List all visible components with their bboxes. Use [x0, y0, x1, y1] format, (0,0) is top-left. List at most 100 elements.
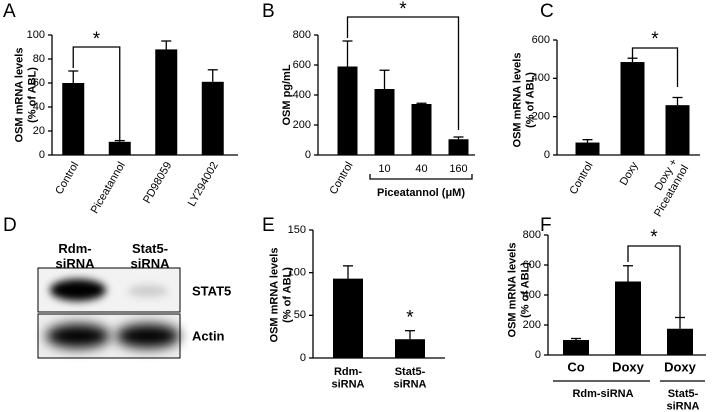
y-tick-label: 0	[305, 149, 311, 161]
y-tick-label: 80	[33, 53, 45, 65]
error-bar	[582, 139, 593, 143]
error-bar	[416, 102, 427, 104]
bar	[62, 83, 85, 155]
panel-letter: A	[3, 1, 16, 22]
error-bar	[675, 316, 685, 329]
row-label: STAT5	[192, 283, 231, 298]
bar	[201, 81, 224, 155]
panel-letter: E	[262, 215, 275, 236]
blot-band	[50, 279, 106, 301]
group-label: Stat5-siRNA	[666, 388, 699, 412]
bar	[620, 62, 645, 155]
bar	[411, 104, 432, 155]
significance-star: *	[399, 0, 407, 20]
bar	[575, 142, 600, 155]
y-axis-label: OSM mRNA levels(% of ABL)	[269, 248, 294, 343]
blot-band	[128, 285, 168, 297]
bar	[448, 139, 469, 155]
error-bar	[627, 57, 638, 63]
significance-bracket	[631, 47, 679, 87]
bar	[667, 328, 693, 355]
panel-letter: C	[540, 1, 554, 22]
x-tick-label: Rdm-siRNA	[331, 366, 364, 391]
error-bar	[68, 70, 79, 83]
panel-letter: D	[3, 215, 17, 236]
y-axis-label: OSM mRNA levels(% of ABL)	[14, 48, 39, 143]
lane-label: Rdm-siRNA	[55, 241, 95, 271]
bar	[374, 89, 395, 155]
x-tick-label: PD98059	[141, 160, 174, 206]
x-tick-label: 40	[415, 163, 427, 175]
error-bar	[405, 330, 415, 340]
x-tick-label: 10	[378, 163, 390, 175]
error-bar	[623, 265, 633, 282]
y-tick-label: 200	[523, 319, 541, 331]
y-tick-label: 20	[33, 125, 45, 137]
y-tick-label: 400	[523, 289, 541, 301]
error-bar	[379, 69, 390, 89]
y-tick-label: 600	[532, 34, 550, 46]
y-tick-label: 400	[532, 72, 550, 84]
bar	[665, 105, 690, 155]
error-bar	[342, 40, 353, 67]
x-tick-label: Doxy +Piceatannol	[641, 157, 691, 219]
y-tick-label: 200	[532, 111, 550, 123]
y-axis-label: OSM mRNA levels(% of ABL)	[512, 53, 537, 148]
lane-label: Stat5-siRNA	[130, 241, 170, 271]
bar	[108, 141, 131, 155]
x-tick-label: 160	[449, 163, 467, 175]
significance-bracket	[72, 46, 121, 140]
significance-star: *	[651, 29, 659, 50]
error-bar	[571, 337, 581, 340]
y-axis-label: OSM mRNA levels(% of ABL)	[507, 243, 532, 338]
x-tick-label: Control	[327, 160, 355, 197]
y-tick-label: 800	[523, 229, 541, 241]
bar	[615, 281, 641, 355]
error-bar	[453, 136, 464, 140]
row-label: Actin	[192, 328, 225, 343]
x-tick-label: Control	[53, 160, 81, 197]
y-tick-label: 0	[535, 349, 541, 361]
x-tick-label: Stat5-siRNA	[393, 366, 426, 391]
significance-star: *	[650, 227, 658, 248]
bar	[155, 49, 178, 155]
group-label: Piceatannol (μM)	[377, 187, 465, 199]
y-tick-label: 200	[293, 119, 311, 131]
x-tick-label: Control	[567, 160, 595, 197]
x-tick-label: Doxy	[612, 359, 645, 374]
group-bracket	[369, 174, 473, 180]
y-axis-label: OSM pg/mL	[281, 64, 293, 125]
x-tick-label: Doxy	[618, 160, 641, 188]
x-tick-label: LY294002	[186, 160, 221, 209]
error-bar	[672, 96, 683, 106]
y-tick-label: 0	[39, 149, 45, 161]
bar	[563, 340, 589, 355]
y-tick-label: 50	[294, 309, 306, 321]
y-tick-label: 0	[544, 149, 550, 161]
panel-letter: F	[540, 215, 552, 236]
bar	[333, 278, 363, 358]
x-tick-label: Piceatannol	[89, 160, 128, 216]
x-tick-label: Co	[567, 359, 584, 374]
x-tick-label: Doxy	[664, 359, 697, 374]
y-tick-label: 150	[288, 224, 306, 236]
bar	[337, 66, 358, 155]
bar	[395, 339, 425, 358]
y-tick-label: 0	[300, 352, 306, 364]
y-tick-label: 60	[33, 77, 45, 89]
y-tick-label: 600	[523, 259, 541, 271]
panel-letter: B	[262, 1, 275, 22]
y-tick-label: 800	[293, 29, 311, 41]
blot-band	[116, 324, 180, 348]
error-bar	[114, 139, 125, 142]
y-tick-label: 100	[288, 267, 306, 279]
blot-panel: D Rdm-siRNA Stat5-siRNA STAT5 Actin	[3, 215, 231, 359]
group-label: Rdm-siRNA	[572, 388, 633, 400]
significance-star: *	[93, 29, 101, 50]
error-bar	[161, 40, 172, 50]
error-bar	[343, 265, 353, 279]
error-bar	[207, 69, 218, 82]
significance-bracket	[346, 16, 460, 130]
y-tick-label: 100	[27, 29, 45, 41]
